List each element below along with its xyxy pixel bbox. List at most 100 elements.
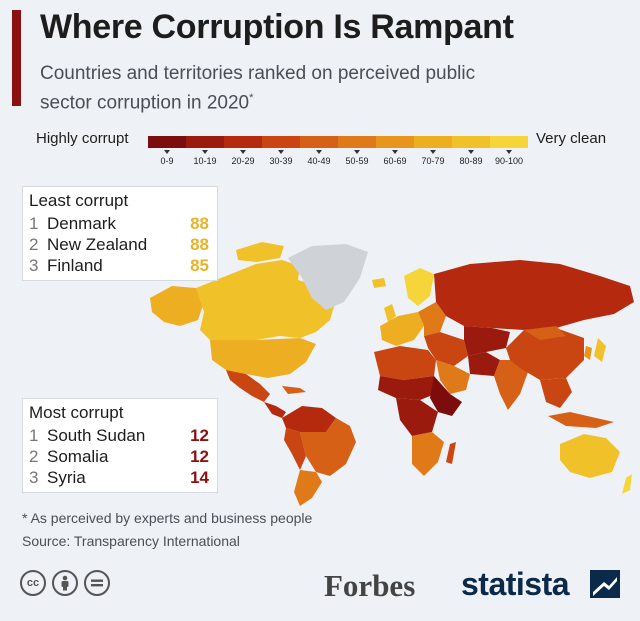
legend-low-label: Highly corrupt — [36, 130, 129, 147]
legend-range-label: 90-100 — [490, 150, 528, 166]
statista-logo-icon[interactable] — [590, 570, 620, 598]
least-corrupt-row: 1 Denmark 88 — [29, 213, 209, 234]
region-southern-cone — [294, 470, 322, 506]
legend-range-label: 20-29 — [224, 150, 262, 166]
least-corrupt-title: Least corrupt — [29, 191, 129, 210]
country-name: New Zealand — [47, 235, 148, 254]
most-corrupt-row: 1 South Sudan 12 — [29, 425, 209, 446]
legend-swatch — [338, 136, 376, 148]
legend-swatch — [186, 136, 224, 148]
person-glyph — [61, 575, 69, 591]
region-central-africa — [396, 398, 438, 436]
region-arabia — [436, 360, 470, 394]
region-canada-islands — [236, 242, 284, 262]
region-mongolia — [524, 326, 566, 340]
region-usa — [210, 338, 316, 378]
legend-color-scale — [148, 136, 528, 148]
title-accent-bar — [12, 10, 21, 106]
region-korea — [584, 346, 592, 360]
region-central-asia — [464, 326, 510, 356]
legend-swatch — [224, 136, 262, 148]
rank-number: 3 — [29, 256, 39, 275]
legend-swatch — [262, 136, 300, 148]
license-icons: cc — [20, 570, 110, 596]
region-madagascar — [446, 442, 456, 464]
legend-range-label: 80-89 — [452, 150, 490, 166]
legend-range-label: 0-9 — [148, 150, 186, 166]
rank-number: 3 — [29, 468, 39, 487]
rank-number: 2 — [29, 235, 39, 254]
legend-swatch — [300, 136, 338, 148]
region-south-america-north — [282, 406, 336, 432]
country-score: 12 — [190, 426, 209, 445]
country-name: South Sudan — [47, 426, 146, 445]
rank-number: 2 — [29, 447, 39, 466]
region-western-europe — [380, 312, 424, 346]
region-uk — [384, 304, 396, 322]
country-score: 85 — [190, 256, 209, 275]
forbes-logo[interactable]: Forbes — [324, 568, 416, 603]
region-caribbean — [282, 386, 306, 394]
attribution-icon[interactable] — [52, 570, 78, 596]
no-derivatives-icon[interactable] — [84, 570, 110, 596]
region-japan — [594, 338, 606, 362]
region-alaska — [150, 286, 204, 326]
country-name: Somalia — [47, 447, 109, 466]
source-credit: Source: Transparency International — [22, 533, 240, 549]
country-score: 14 — [190, 468, 209, 487]
legend-range-label: 40-49 — [300, 150, 338, 166]
legend-range-label: 10-19 — [186, 150, 224, 166]
most-corrupt-row: 3 Syria 14 — [29, 467, 209, 488]
legend-swatch — [414, 136, 452, 148]
legend-range-label: 50-59 — [338, 150, 376, 166]
subtitle-text: Countries and territories ranked on perc… — [40, 63, 476, 114]
region-greenland — [288, 244, 368, 310]
region-horn-of-africa — [430, 376, 462, 416]
region-sahel — [378, 376, 440, 400]
legend-range-label: 60-69 — [376, 150, 414, 166]
page-title: Where Corruption Is Rampant — [40, 8, 514, 46]
region-australia — [560, 434, 620, 478]
most-corrupt-row: 2 Somalia 12 — [29, 446, 209, 467]
page-subtitle: Countries and territories ranked on perc… — [40, 62, 520, 115]
region-canada — [196, 260, 336, 340]
region-iran — [468, 352, 500, 376]
region-russia — [434, 260, 634, 330]
country-name: Syria — [47, 468, 86, 487]
rank-number: 1 — [29, 214, 39, 233]
statista-logo[interactable]: statista — [461, 566, 570, 602]
least-corrupt-row: 3 Finland 85 — [29, 255, 209, 276]
region-mexico — [226, 370, 270, 402]
country-score: 88 — [190, 235, 209, 254]
legend-range-ticks: 0-9 10-19 20-29 30-39 40-49 50-59 60-69 70-79 80… — [148, 150, 528, 166]
creative-commons-icon[interactable]: cc — [20, 570, 46, 596]
country-score: 88 — [190, 214, 209, 233]
country-name: Denmark — [47, 214, 116, 233]
region-north-africa — [374, 346, 436, 380]
region-brazil — [300, 418, 356, 476]
footnote: * As perceived by experts and business p… — [22, 510, 313, 526]
region-andes — [284, 428, 306, 470]
legend-range-label: 70-79 — [414, 150, 452, 166]
region-new-zealand — [622, 474, 632, 494]
most-corrupt-box: Most corrupt 1 South Sudan 12 2 Somalia … — [22, 398, 218, 493]
country-score: 12 — [190, 447, 209, 466]
legend-swatch — [376, 136, 414, 148]
world-map — [0, 180, 640, 510]
region-indonesia — [548, 412, 614, 428]
subtitle-footnote-marker: * — [249, 92, 254, 104]
region-scandinavia — [404, 268, 434, 306]
region-eastern-europe — [418, 302, 446, 336]
least-corrupt-row: 2 New Zealand 88 — [29, 234, 209, 255]
legend-range-label: 30-39 — [262, 150, 300, 166]
country-name: Finland — [47, 256, 103, 275]
region-middle-east — [424, 332, 468, 366]
equals-glyph — [91, 579, 103, 587]
region-south-asia — [494, 360, 528, 410]
region-central-america — [264, 402, 286, 418]
legend-swatch — [452, 136, 490, 148]
region-china — [506, 328, 584, 380]
legend-swatch — [148, 136, 186, 148]
least-corrupt-box: Least corrupt 1 Denmark 88 2 New Zealand… — [22, 186, 218, 281]
region-southern-africa — [412, 432, 444, 476]
